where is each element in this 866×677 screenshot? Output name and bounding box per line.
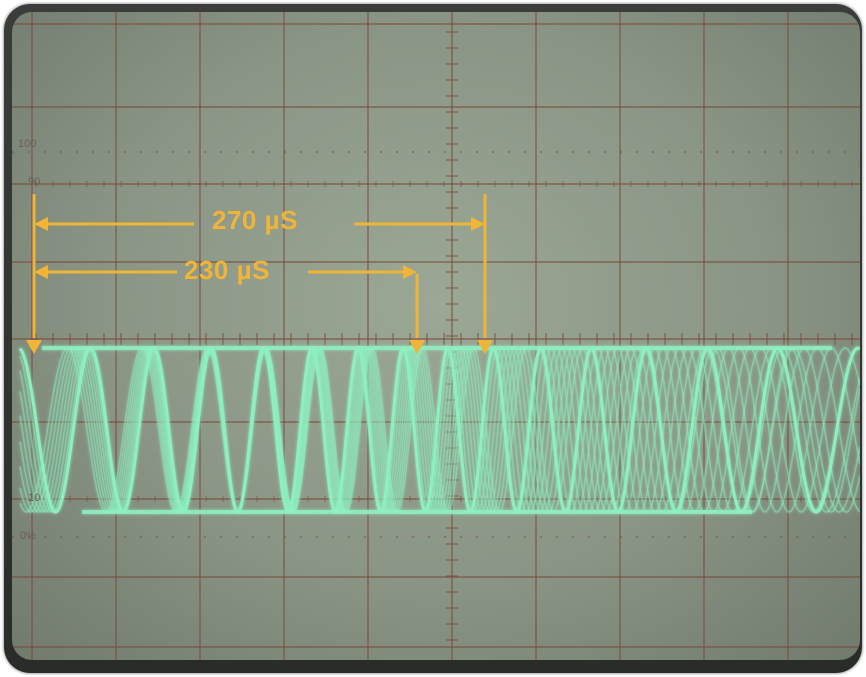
waveform-bottom-band — [82, 510, 752, 514]
scale-label-0-percent: 0% — [20, 530, 36, 542]
waveform-path — [19, 346, 860, 514]
oscilloscope-screen: 100 90 10 0% 270 µS 230 µS — [12, 12, 860, 660]
arrow-head — [477, 340, 493, 354]
scale-label-10: 10 — [28, 492, 41, 504]
oscilloscope-display — [12, 12, 860, 660]
measurement-label-270: 270 µS — [212, 205, 298, 235]
measurement-label-230: 230 µS — [184, 255, 270, 285]
measurement-arrows — [26, 194, 493, 354]
waveform-path — [19, 346, 860, 514]
graticule-grid — [12, 12, 860, 660]
scale-label-90: 90 — [28, 176, 41, 188]
waveform-path — [19, 346, 860, 514]
arrow-head — [409, 340, 425, 354]
waveform-trace — [18, 346, 860, 515]
scale-label-100: 100 — [18, 138, 37, 150]
waveform-path — [18, 346, 860, 515]
arrow-head — [34, 265, 48, 279]
arrow-head — [471, 217, 485, 231]
arrow-head — [26, 340, 42, 354]
arrow-head — [34, 217, 48, 231]
waveform-top-band — [42, 346, 832, 350]
arrow-head — [403, 265, 417, 279]
waveform-path — [19, 346, 860, 514]
